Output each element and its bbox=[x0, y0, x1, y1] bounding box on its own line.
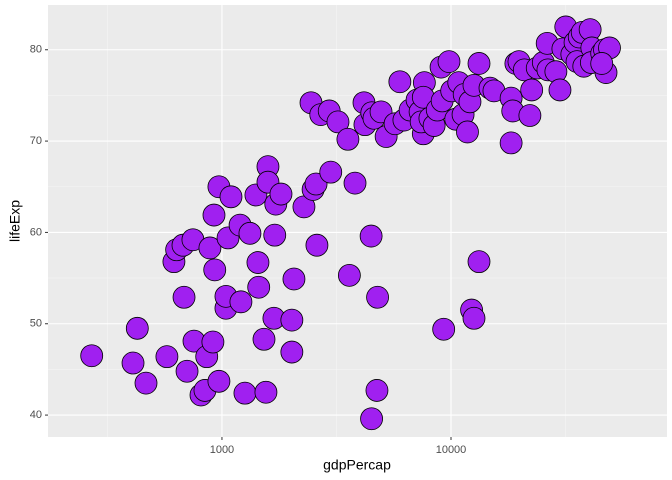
point bbox=[360, 407, 383, 431]
point bbox=[229, 290, 253, 314]
y-tick-label: 50 bbox=[30, 318, 42, 330]
y-tick-label: 70 bbox=[30, 135, 42, 147]
point bbox=[366, 285, 389, 309]
y-tick-label: 40 bbox=[30, 409, 42, 421]
point bbox=[343, 171, 367, 195]
point bbox=[207, 369, 231, 393]
point bbox=[548, 78, 572, 102]
point bbox=[590, 52, 614, 75]
point bbox=[437, 50, 461, 74]
point bbox=[305, 233, 329, 257]
y-tick-label: 60 bbox=[30, 226, 42, 238]
point bbox=[198, 236, 222, 260]
point bbox=[432, 317, 456, 341]
point bbox=[467, 52, 491, 75]
point bbox=[252, 327, 276, 351]
point bbox=[282, 267, 306, 291]
point bbox=[462, 306, 486, 330]
point bbox=[280, 340, 304, 364]
point bbox=[219, 185, 243, 209]
point bbox=[467, 250, 491, 274]
point bbox=[520, 78, 544, 102]
point bbox=[175, 359, 199, 383]
point bbox=[518, 104, 542, 127]
point bbox=[246, 251, 270, 274]
point bbox=[155, 345, 179, 369]
y-axis-title: lifeExp bbox=[7, 200, 23, 242]
point bbox=[499, 131, 523, 155]
point bbox=[326, 110, 350, 134]
point bbox=[202, 203, 226, 227]
point bbox=[280, 308, 304, 332]
point bbox=[201, 330, 225, 354]
point bbox=[80, 344, 104, 368]
point bbox=[238, 221, 262, 245]
y-tick-label: 80 bbox=[30, 44, 42, 56]
point bbox=[263, 223, 287, 247]
point bbox=[365, 379, 389, 402]
point bbox=[121, 351, 145, 375]
x-axis-title: gdpPercap bbox=[323, 457, 391, 473]
point bbox=[203, 258, 227, 282]
x-tick-label: 1000 bbox=[210, 444, 234, 456]
point bbox=[359, 224, 383, 248]
point bbox=[319, 160, 343, 184]
point bbox=[269, 182, 293, 206]
point bbox=[172, 285, 196, 309]
point bbox=[337, 263, 361, 287]
point bbox=[247, 275, 271, 299]
point bbox=[134, 371, 158, 395]
point bbox=[254, 380, 278, 404]
point bbox=[125, 316, 149, 340]
points bbox=[80, 15, 621, 431]
point bbox=[336, 127, 360, 151]
point bbox=[456, 120, 479, 144]
x-tick-label: 10000 bbox=[436, 444, 467, 456]
point bbox=[233, 381, 257, 405]
point bbox=[388, 70, 412, 94]
